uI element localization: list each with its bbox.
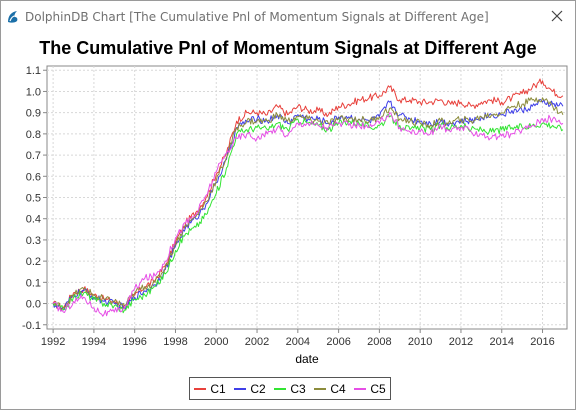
legend-item-c4: C4 xyxy=(314,381,346,396)
x-tick-label: 2014 xyxy=(490,336,514,348)
legend-swatch xyxy=(354,387,367,390)
legend-label: C3 xyxy=(290,381,306,396)
x-tick-label: 2004 xyxy=(286,336,310,348)
window-titlebar[interactable]: DolphinDB Chart [The Cumulative Pnl of M… xyxy=(1,1,575,31)
axis-ticks: -0.1 0.0 0.1 0.2 0.3 0.4 0.5 0.6 0.7 0.8 0.9 1.0 1.1… xyxy=(22,65,555,348)
x-axis-label: date xyxy=(295,352,319,366)
y-tick-label: 1.0 xyxy=(26,86,41,98)
y-tick-label: 0.5 xyxy=(26,193,41,205)
y-tick-label: 0.9 xyxy=(26,108,41,120)
y-tick-label: 0.6 xyxy=(26,171,41,183)
y-tick-label: 0.4 xyxy=(26,214,41,226)
y-tick-label: 0.0 xyxy=(26,299,41,311)
series-line-c5 xyxy=(52,112,564,317)
y-tick-label: 0.8 xyxy=(26,129,41,141)
legend-label: C2 xyxy=(250,381,266,396)
x-tick-label: 2016 xyxy=(530,336,554,348)
legend-label: C4 xyxy=(330,381,346,396)
close-icon[interactable] xyxy=(547,6,567,26)
grid-lines xyxy=(47,66,567,329)
y-tick-label: 0.2 xyxy=(26,256,41,268)
y-tick-label: 0.1 xyxy=(26,277,41,289)
x-tick-label: 2002 xyxy=(245,336,269,348)
y-tick-label: 1.1 xyxy=(26,65,41,77)
x-tick-label: 2000 xyxy=(204,336,228,348)
x-tick-label: 1998 xyxy=(163,336,187,348)
legend-item-c5: C5 xyxy=(354,381,386,396)
legend-swatch xyxy=(234,387,247,390)
x-tick-label: 2008 xyxy=(367,336,391,348)
y-tick-label: 0.3 xyxy=(26,235,41,247)
x-tick-label: 1992 xyxy=(41,336,65,348)
x-tick-label: 1994 xyxy=(82,336,106,348)
legend-label: C5 xyxy=(370,381,386,396)
series-line-c4 xyxy=(53,97,564,311)
legend-swatch xyxy=(314,387,327,390)
legend-swatch xyxy=(274,387,287,390)
dolphindb-logo-icon xyxy=(8,11,18,23)
window-title: DolphinDB Chart [The Cumulative Pnl of M… xyxy=(25,10,489,24)
y-tick-label: -0.1 xyxy=(22,320,41,332)
legend-item-c2: C2 xyxy=(234,381,266,396)
legend-label: C1 xyxy=(210,381,226,396)
legend-item-c3: C3 xyxy=(274,381,306,396)
legend-item-c1: C1 xyxy=(194,381,226,396)
x-tick-label: 2012 xyxy=(449,336,473,348)
series-lines xyxy=(52,78,564,317)
chart-legend: C1 C2 C3 C4 C5 xyxy=(189,377,391,400)
y-tick-label: 0.7 xyxy=(26,150,41,162)
x-tick-label: 2006 xyxy=(326,336,350,348)
x-tick-label: 1996 xyxy=(122,336,146,348)
x-tick-label: 2010 xyxy=(408,336,432,348)
legend-swatch xyxy=(194,387,207,390)
chart-title: The Cumulative Pnl of Momentum Signals a… xyxy=(39,38,537,58)
